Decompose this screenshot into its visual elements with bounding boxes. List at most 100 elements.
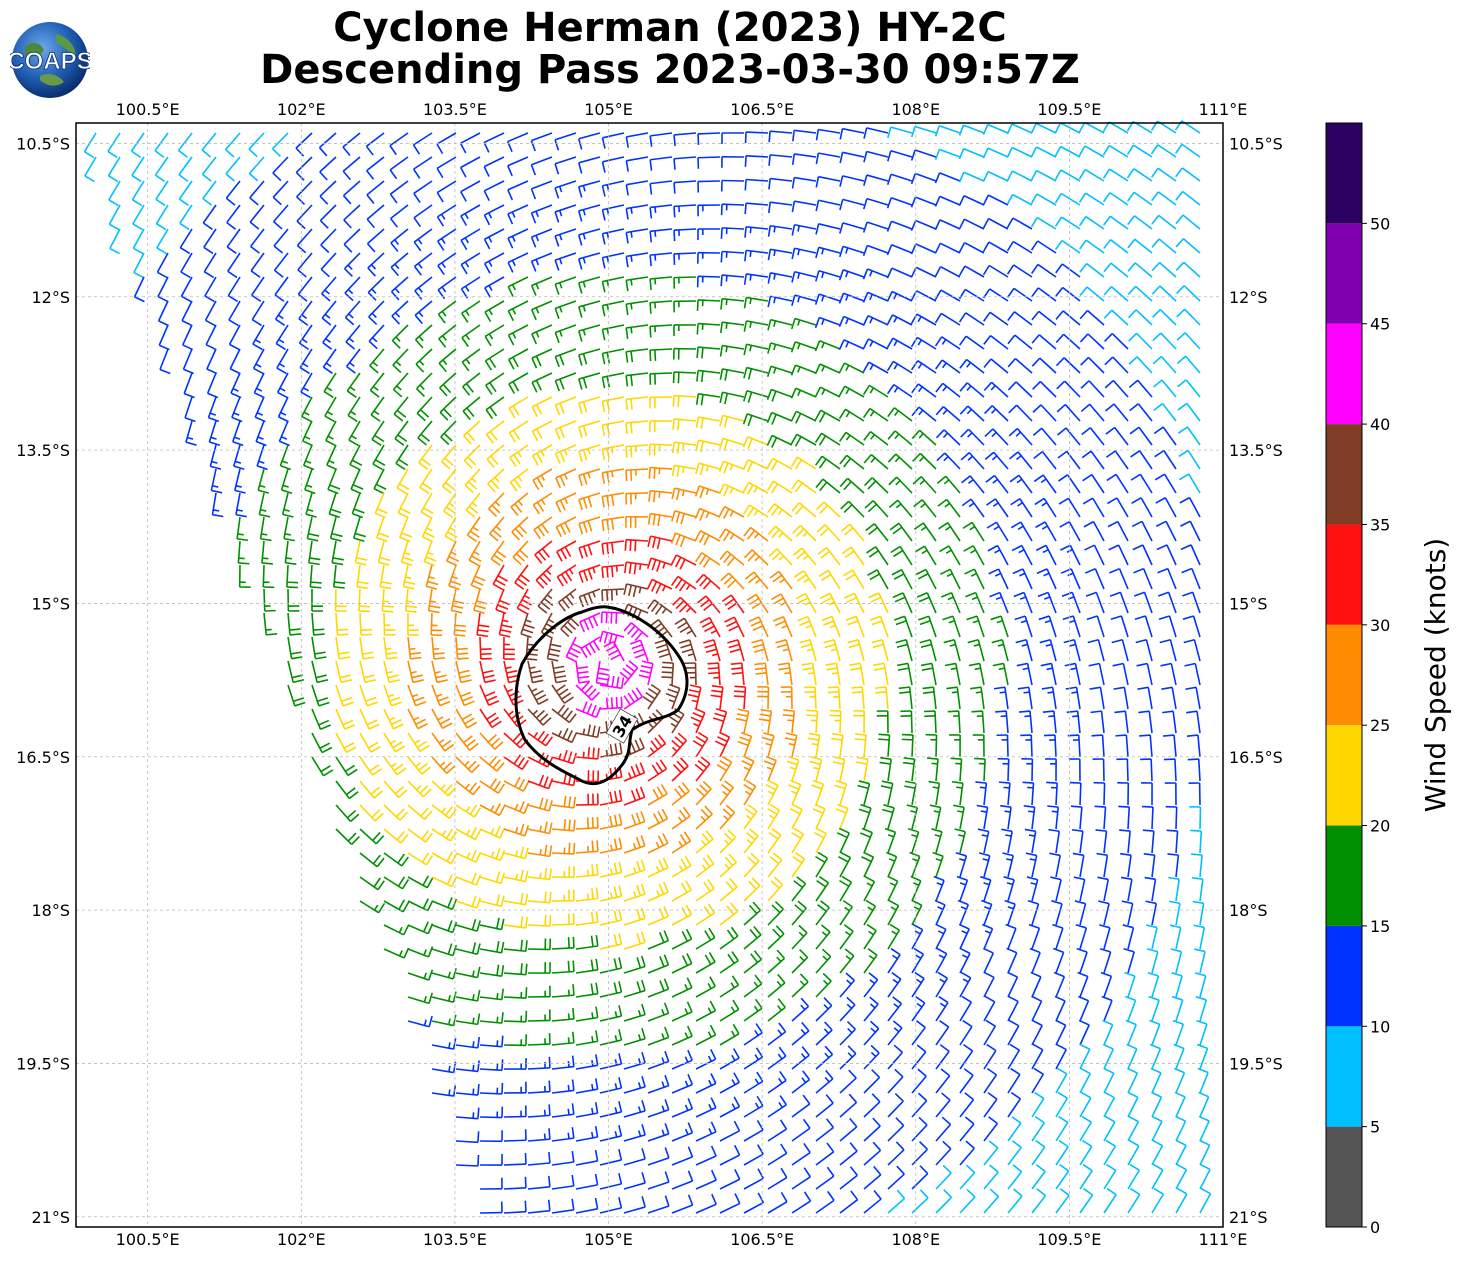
wind-barb (1007, 995, 1019, 1022)
wind-barb (551, 1079, 575, 1094)
wind-barb (1151, 261, 1177, 278)
wind-barb (383, 612, 396, 636)
wind-barb (623, 1100, 646, 1118)
wind-barb (672, 596, 697, 614)
wind-barb (985, 474, 1009, 494)
wind-barb (851, 686, 865, 710)
wind-barb (237, 540, 250, 565)
wind-barb (1010, 498, 1033, 518)
wind-barb (887, 1117, 905, 1142)
wind-barb (510, 492, 529, 516)
wind-barb (938, 522, 961, 542)
wind-barb (989, 591, 1009, 614)
lon-tick-label-bottom: 103.5°E (423, 1230, 487, 1249)
wind-barb (767, 1119, 788, 1142)
wind-barb (718, 505, 745, 519)
wind-barb (414, 324, 433, 349)
wind-barb (719, 975, 740, 998)
wind-barb (862, 338, 889, 350)
wind-barb (767, 973, 786, 998)
wind-barb (647, 535, 673, 550)
wind-barb (464, 468, 481, 494)
wind-barb (978, 852, 991, 878)
wind-barb (862, 384, 889, 398)
wind-barb (697, 595, 721, 614)
wind-barb (719, 321, 745, 334)
wind-barb (1078, 192, 1105, 206)
wind-barb (407, 636, 422, 660)
wind-barb (1055, 1188, 1070, 1214)
wind-barb (575, 887, 599, 902)
wind-barb (859, 827, 874, 854)
wind-barb (276, 372, 289, 399)
wind-barb (748, 616, 769, 638)
wind-barb (455, 732, 479, 751)
wind-barb (455, 1107, 480, 1120)
wind-barb (935, 1116, 952, 1142)
wind-barb (1103, 1067, 1115, 1094)
wind-barb (720, 203, 745, 216)
wind-barb (404, 588, 418, 613)
wind-barb (479, 825, 506, 839)
wind-barb (1123, 948, 1135, 974)
wind-barb (599, 1101, 623, 1118)
wind-barb (959, 1019, 973, 1046)
lon-tick-label-top: 109.5°E (1037, 100, 1101, 119)
colorbar-segment (1326, 323, 1362, 425)
wind-barb (209, 444, 222, 470)
wind-barb (767, 998, 786, 1022)
wind-barb (983, 971, 995, 998)
wind-barb (383, 804, 409, 821)
wind-barb (507, 156, 529, 177)
wind-barb (495, 588, 510, 615)
wind-barb (182, 324, 194, 351)
wind-barb (431, 874, 458, 888)
wind-barb (1103, 1187, 1117, 1214)
wind-barb (249, 204, 265, 230)
wind-barb (649, 204, 673, 219)
wind-barb (845, 615, 865, 638)
wind-barb (359, 612, 373, 636)
wind-barb (1175, 143, 1201, 158)
wind-barb (971, 710, 985, 734)
wind-barb (311, 588, 323, 612)
wind-barb (527, 1033, 551, 1046)
wind-barb (427, 588, 441, 614)
wind-barb (876, 710, 889, 734)
wind-barb (695, 1000, 717, 1022)
wind-barb (790, 317, 817, 330)
wind-barb (619, 660, 639, 686)
wind-barb (767, 272, 793, 284)
wind-barb (503, 1081, 527, 1094)
wind-barb (601, 276, 625, 293)
wind-barb (1086, 615, 1105, 638)
wind-barb (1055, 1067, 1068, 1094)
wind-barb (323, 372, 337, 399)
wind-barb (647, 784, 668, 806)
wind-barb (402, 564, 416, 590)
wind-barb (322, 348, 337, 374)
wind-barb (672, 418, 697, 431)
wind-barb (673, 156, 697, 170)
wind-barb (431, 920, 458, 934)
wind-barb (455, 966, 481, 979)
wind-barb (1174, 1091, 1186, 1118)
wind-barb (508, 396, 529, 419)
wind-barb (1141, 805, 1154, 830)
wind-barb (503, 801, 530, 815)
wind-barb (1011, 544, 1033, 566)
wind-barb (373, 468, 387, 495)
wind-barb (455, 895, 482, 909)
wind-barb (768, 177, 793, 190)
wind-barb (911, 1165, 929, 1190)
wind-barb (791, 479, 817, 494)
wind-barb (671, 880, 692, 902)
wind-barb (887, 1020, 903, 1046)
wind-barb (684, 662, 697, 686)
wind-barb (863, 1117, 881, 1142)
wind-barb (1182, 615, 1201, 638)
wind-barb (962, 521, 985, 542)
wind-barb (601, 252, 625, 269)
wind-barb (788, 779, 802, 806)
